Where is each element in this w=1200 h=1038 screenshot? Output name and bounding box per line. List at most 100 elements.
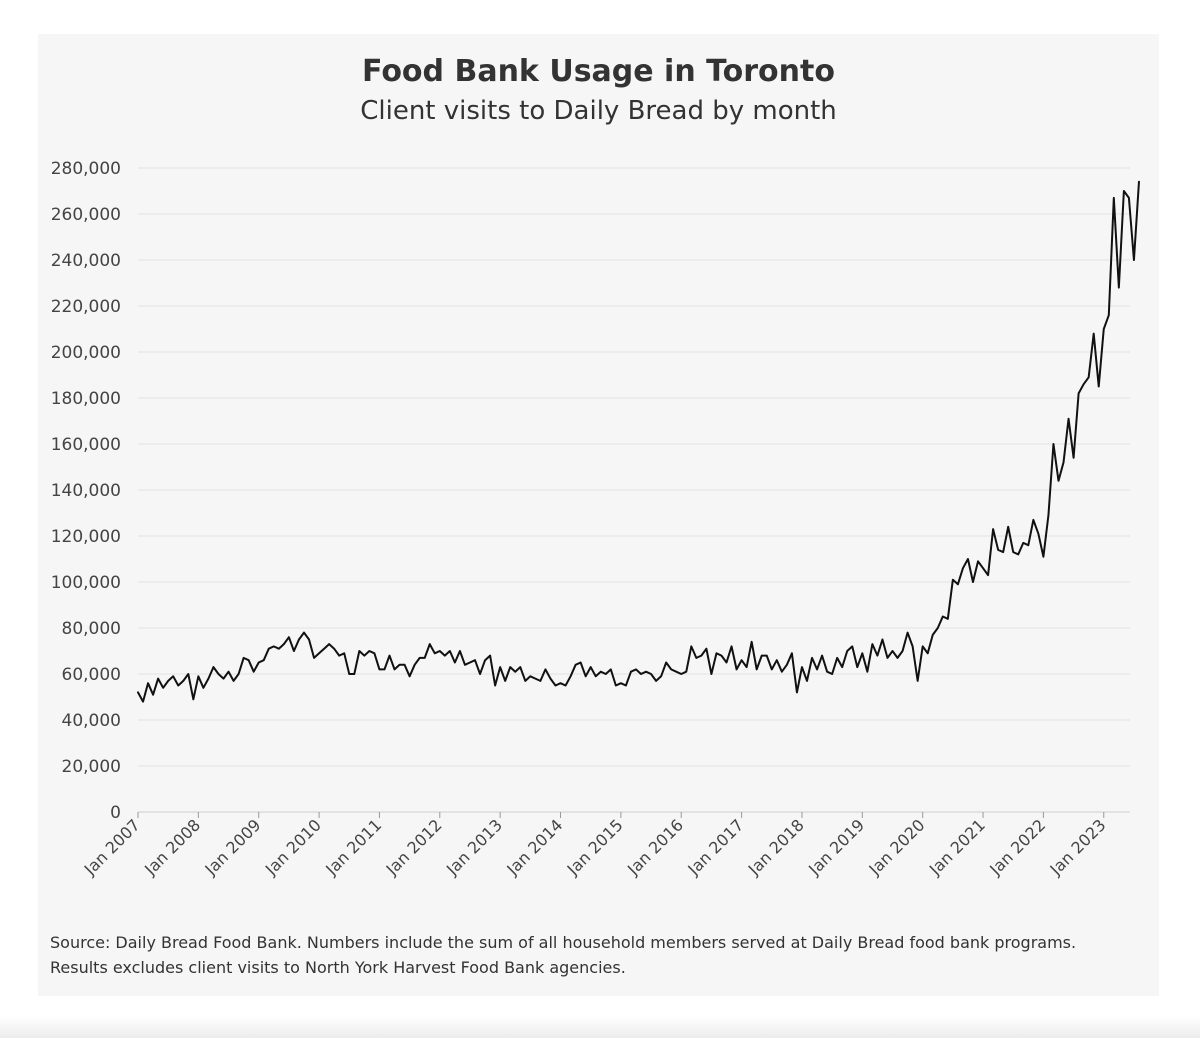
data-point [605,673,607,675]
data-point [494,685,496,687]
data-point [1083,383,1085,385]
data-point [263,659,265,661]
data-point [650,673,652,675]
source-note: Source: Daily Bread Food Bank. Numbers i… [50,930,1150,980]
x-tick-label: Jan 2016 [623,815,687,879]
data-point [881,639,883,641]
data-point [660,675,662,677]
data-point [142,701,144,703]
data-point [248,659,250,661]
data-point [851,645,853,647]
data-point [449,650,451,652]
data-point [600,671,602,673]
chart-subtitle: Client visits to Daily Bread by month [360,96,837,126]
y-tick-label: 260,000 [51,205,121,225]
data-point [439,650,441,652]
data-point [741,659,743,661]
data-point [645,671,647,673]
data-point [796,691,798,693]
data-point [781,671,783,673]
data-point [746,666,748,668]
data-point [816,668,818,670]
y-tick-label: 280,000 [51,159,121,179]
y-tick-label: 140,000 [51,481,121,501]
data-point [821,655,823,657]
data-point [358,650,360,652]
data-point [549,678,551,680]
data-point [1017,553,1019,555]
x-tick-label: Jan 2017 [683,815,747,879]
data-point [479,673,481,675]
data-point [318,652,320,654]
data-point [207,678,209,680]
data-point [182,680,184,682]
data-point [1088,376,1090,378]
data-point [137,691,139,693]
data-point [665,662,667,664]
data-point [243,657,245,659]
x-tick-label: Jan 2018 [744,815,808,879]
data-point [489,655,491,657]
data-point [404,664,406,666]
data-point [695,657,697,659]
data-point [756,668,758,670]
data-point [1037,533,1039,535]
data-point [806,680,808,682]
data-point [429,643,431,645]
data-point [534,678,536,680]
data-point [1032,519,1034,521]
data-point [922,645,924,647]
data-point [363,655,365,657]
data-point [590,666,592,668]
data-point [529,675,531,677]
data-point [1133,259,1135,261]
x-tick-label: Jan 2022 [985,815,1049,879]
data-point [192,698,194,700]
data-point [1027,544,1029,546]
data-point [1068,418,1070,420]
y-tick-label: 180,000 [51,389,121,409]
data-point [595,675,597,677]
data-point [786,664,788,666]
data-point [509,666,511,668]
data-point [907,632,909,634]
data-point [846,650,848,652]
data-point [982,567,984,569]
data-point [293,650,295,652]
data-point [886,657,888,659]
data-point [680,673,682,675]
data-point [876,655,878,657]
data-point [1128,197,1130,199]
data-point [912,645,914,647]
data-point [720,655,722,657]
data-point [1002,551,1004,553]
data-point [751,641,753,643]
gridlines [138,167,1130,767]
y-tick-label: 120,000 [51,527,121,547]
data-point [997,549,999,551]
data-point [866,671,868,673]
data-point [625,685,627,687]
data-point [977,560,979,562]
data-point [484,659,486,661]
x-tick-label: Jan 2012 [382,815,446,879]
data-point [1108,314,1110,316]
data-point [710,673,712,675]
data-point [389,655,391,657]
data-point [223,678,225,680]
data-point [670,668,672,670]
data-point [836,657,838,659]
data-point [640,673,642,675]
data-point [514,671,516,673]
y-tick-label: 240,000 [51,251,121,271]
chart-card: Food Bank Usage in Toronto Client visits… [38,34,1159,996]
x-tick-label: Jan 2019 [804,815,868,879]
data-point [927,652,929,654]
data-point [1042,556,1044,558]
data-point [167,680,169,682]
data-point [1118,287,1120,289]
data-point [766,655,768,657]
data-point [353,673,355,675]
data-point [343,652,345,654]
